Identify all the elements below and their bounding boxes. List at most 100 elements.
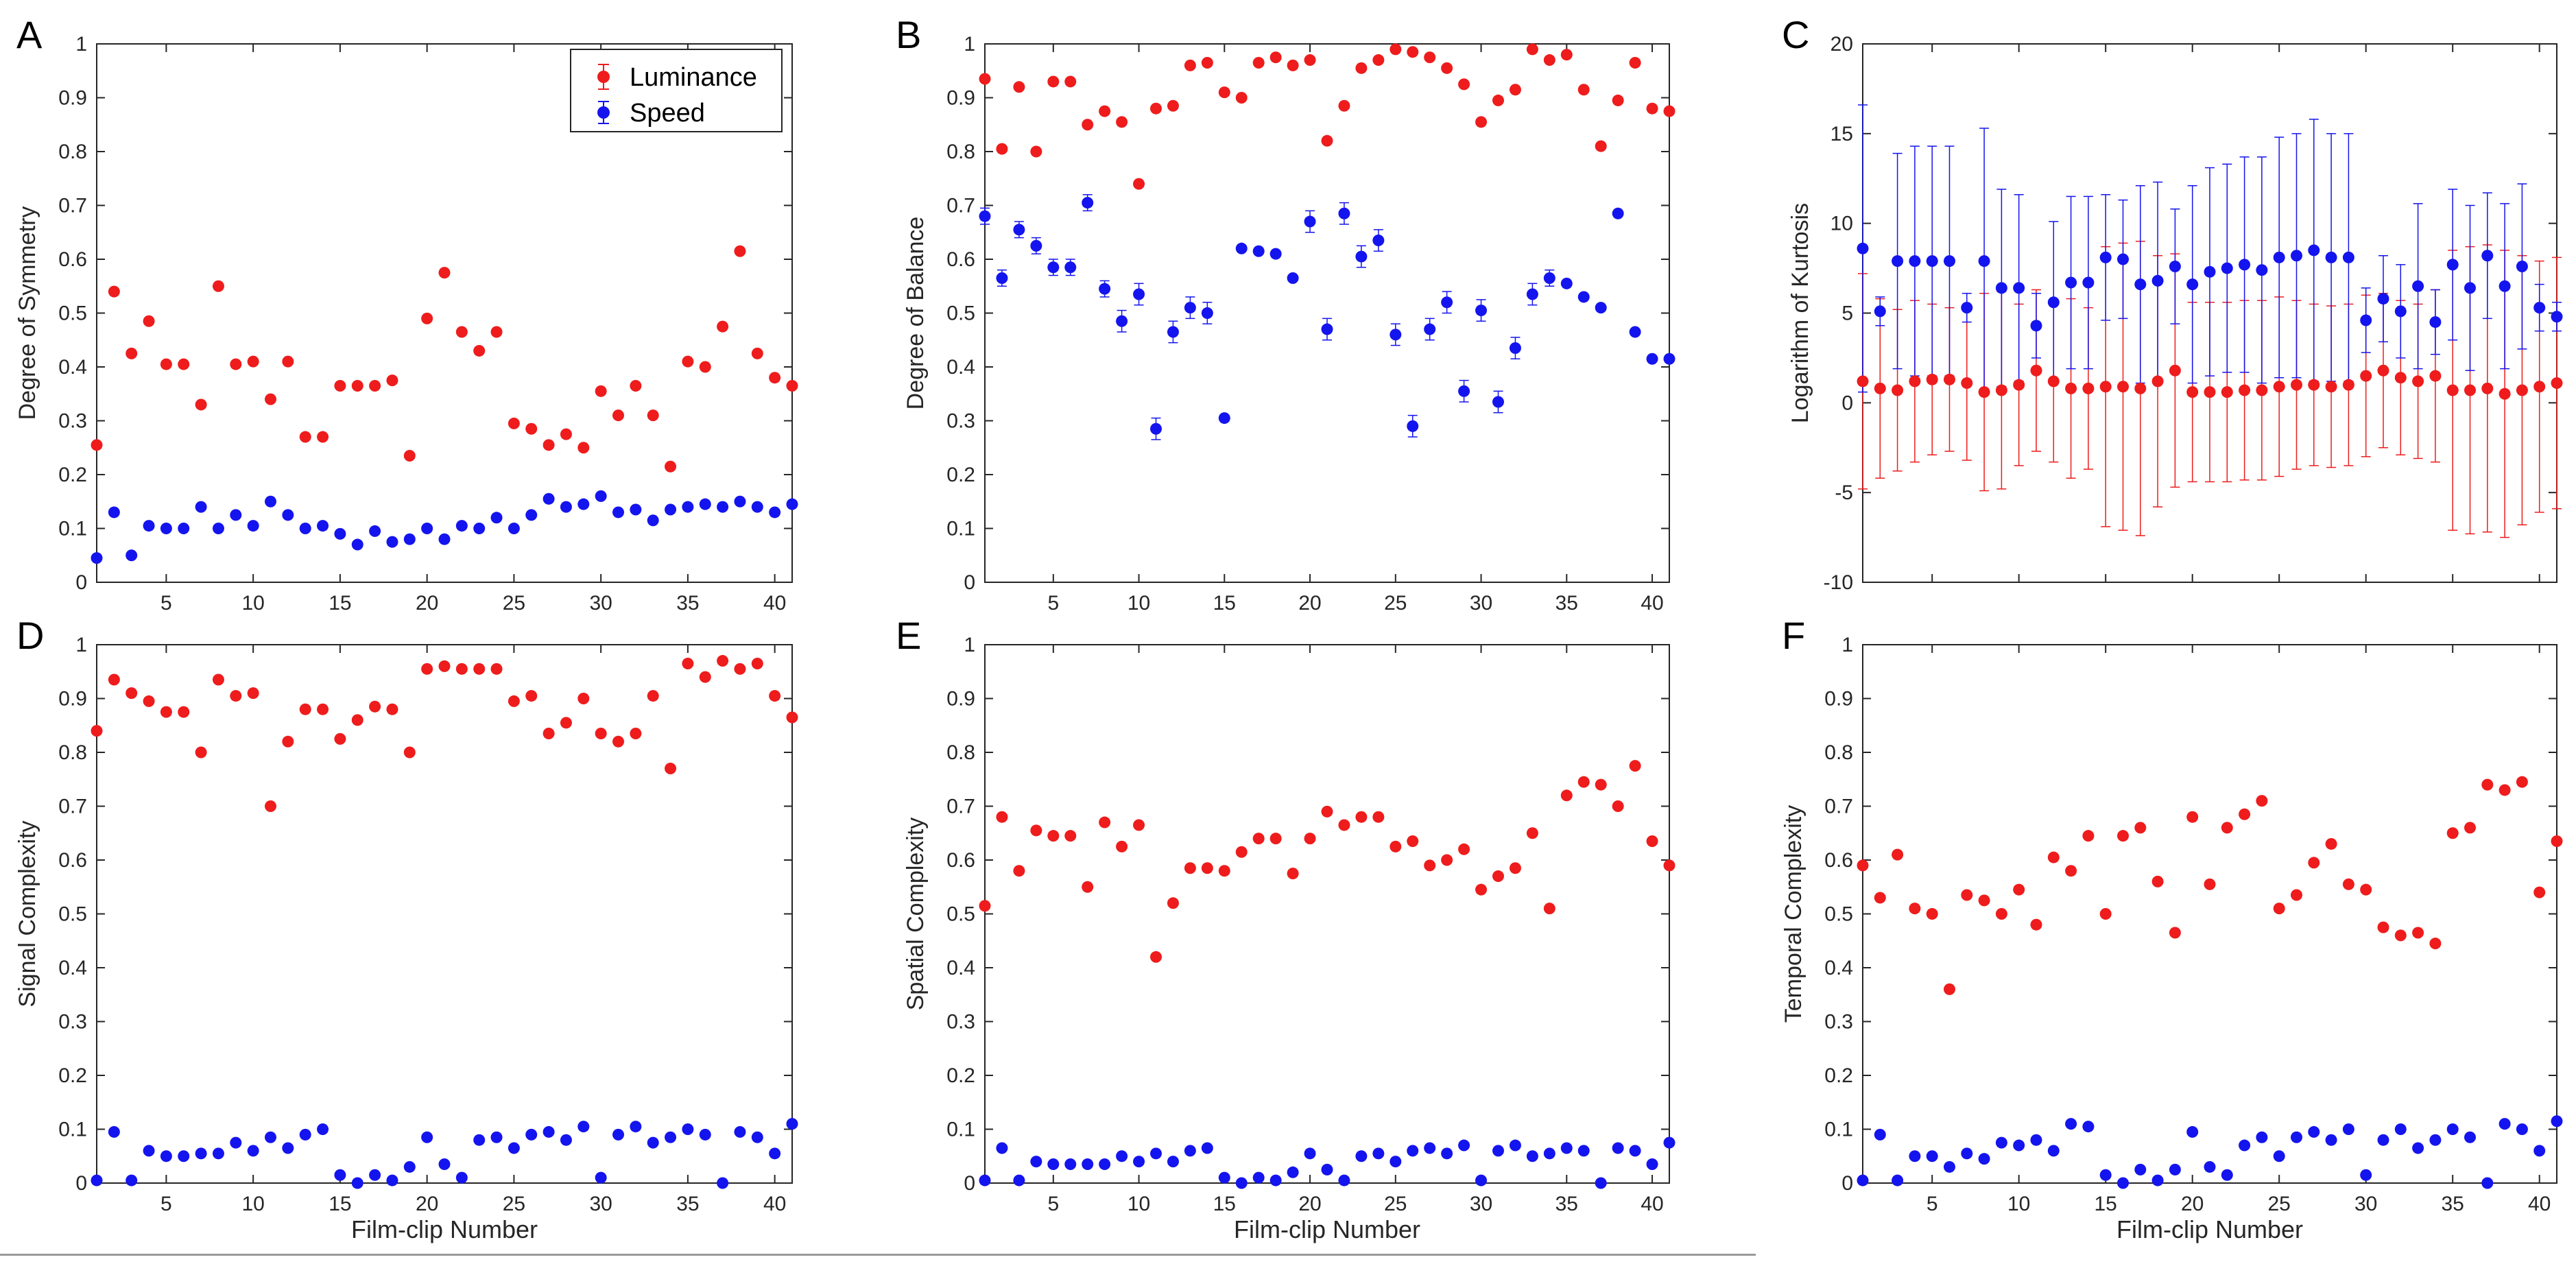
y-tick-label: 0.1 xyxy=(946,518,975,540)
speed-point xyxy=(2446,259,2459,271)
speed-point xyxy=(1116,315,1128,327)
speed-point xyxy=(1577,291,1590,303)
y-tick-label: 0.7 xyxy=(1824,796,1853,818)
speed-point xyxy=(178,1150,190,1162)
luminance-point xyxy=(996,811,1008,823)
speed-point xyxy=(247,520,259,532)
luminance-point xyxy=(1646,102,1658,115)
speed-point xyxy=(2516,260,2528,272)
luminance-point xyxy=(1099,105,1111,117)
speed-point xyxy=(1218,412,1230,425)
speed-point xyxy=(2412,1142,2424,1154)
speed-point xyxy=(1269,248,1282,260)
y-tick-label: 0.5 xyxy=(1824,903,1853,926)
speed-point xyxy=(1287,1166,1299,1178)
luminance-point xyxy=(2186,386,2199,398)
speed-point xyxy=(542,492,555,505)
luminance-point xyxy=(979,900,991,912)
speed-point xyxy=(2186,1125,2199,1138)
speed-point xyxy=(1201,307,1213,319)
speed-point xyxy=(1133,288,1145,300)
luminance-point xyxy=(1978,894,1990,907)
y-tick-label: 0.3 xyxy=(946,1011,975,1034)
x-tick-label: 30 xyxy=(589,592,612,615)
y-tick-label: 0 xyxy=(1841,392,1853,414)
speed-point xyxy=(1167,1156,1179,1168)
speed-point xyxy=(2342,1123,2354,1135)
speed-point xyxy=(2186,278,2199,291)
luminance-point xyxy=(91,725,103,737)
speed-point xyxy=(2013,282,2025,294)
axes-box-E xyxy=(984,644,1670,1184)
luminance-point xyxy=(1926,373,1938,385)
speed-point xyxy=(195,501,207,513)
luminance-point xyxy=(2360,370,2372,382)
speed-point xyxy=(1338,1174,1350,1187)
luminance-point xyxy=(2013,379,2025,391)
legend-luminance-label: Luminance xyxy=(630,63,757,92)
luminance-point xyxy=(386,374,398,387)
panels-layer: A00.10.20.30.40.50.60.70.80.915 10 15 20 25 3… xyxy=(14,13,2563,1243)
luminance-point xyxy=(1612,800,1624,812)
speed-point xyxy=(438,1158,451,1171)
speed-point xyxy=(1475,305,1488,317)
luminance-point xyxy=(1629,56,1641,69)
speed-point xyxy=(1629,326,1641,338)
y-tick-label: 0.9 xyxy=(946,688,975,711)
speed-point xyxy=(2134,278,2147,291)
luminance-point xyxy=(1577,776,1590,788)
luminance-point xyxy=(455,326,468,338)
speed-point xyxy=(1926,1150,1938,1162)
luminance-point xyxy=(1013,865,1025,877)
luminance-point xyxy=(2325,837,2337,850)
luminance-point xyxy=(2464,822,2476,834)
speed-point xyxy=(143,1145,155,1157)
y-tick-label: 0.2 xyxy=(946,464,975,486)
legend-speed-marker xyxy=(597,106,610,119)
y-tick-label: 10 xyxy=(1830,213,1853,235)
luminance-point xyxy=(2481,382,2494,394)
luminance-point xyxy=(247,687,259,700)
y-tick-label: 0.2 xyxy=(1824,1064,1853,1087)
speed-point xyxy=(1909,255,1921,267)
speed-point xyxy=(265,495,276,508)
x-tick-label: 10 xyxy=(241,1193,264,1215)
luminance-point xyxy=(1355,62,1368,74)
y-tick-label: 0.5 xyxy=(946,903,975,926)
speed-point xyxy=(143,520,155,532)
speed-point xyxy=(1978,255,1990,267)
luminance-point xyxy=(2151,875,2164,887)
y-tick-label: 0.1 xyxy=(1824,1119,1853,1141)
speed-point xyxy=(1099,283,1111,295)
speed-point xyxy=(1458,385,1470,397)
luminance-point xyxy=(682,355,694,368)
luminance-point xyxy=(2099,381,2112,393)
luminance-point xyxy=(1663,105,1675,117)
speed-point xyxy=(2551,1115,2563,1128)
luminance-point xyxy=(1390,43,1402,56)
speed-point xyxy=(351,1177,363,1189)
x-tick-label: 5 xyxy=(1047,592,1059,615)
luminance-point xyxy=(2117,381,2129,393)
luminance-point xyxy=(2291,379,2302,391)
speed-point xyxy=(1441,296,1453,309)
y-tick-label: 0.8 xyxy=(946,141,975,163)
speed-point xyxy=(2533,302,2546,314)
luminance-point xyxy=(595,728,607,740)
x-tick-label: 15 xyxy=(329,592,351,615)
panel-F: F00.10.20.30.40.50.60.70.80.915 10 15 20 25 3… xyxy=(1780,614,2563,1243)
luminance-point xyxy=(490,663,503,675)
x-tick-label: 40 xyxy=(763,592,786,615)
x-axis-label: Film-clip Number xyxy=(2116,1215,2303,1243)
speed-point xyxy=(1201,1142,1213,1154)
luminance-point xyxy=(2273,381,2285,393)
x-tick-label: 20 xyxy=(1298,1193,1321,1215)
luminance-point xyxy=(1390,840,1402,852)
luminance-point xyxy=(421,312,433,324)
speed-point xyxy=(734,495,746,508)
speed-point xyxy=(1184,1145,1196,1157)
speed-point xyxy=(717,1177,729,1189)
luminance-point xyxy=(126,687,138,700)
luminance-point xyxy=(1441,62,1453,74)
x-tick-label: 40 xyxy=(1641,592,1663,615)
